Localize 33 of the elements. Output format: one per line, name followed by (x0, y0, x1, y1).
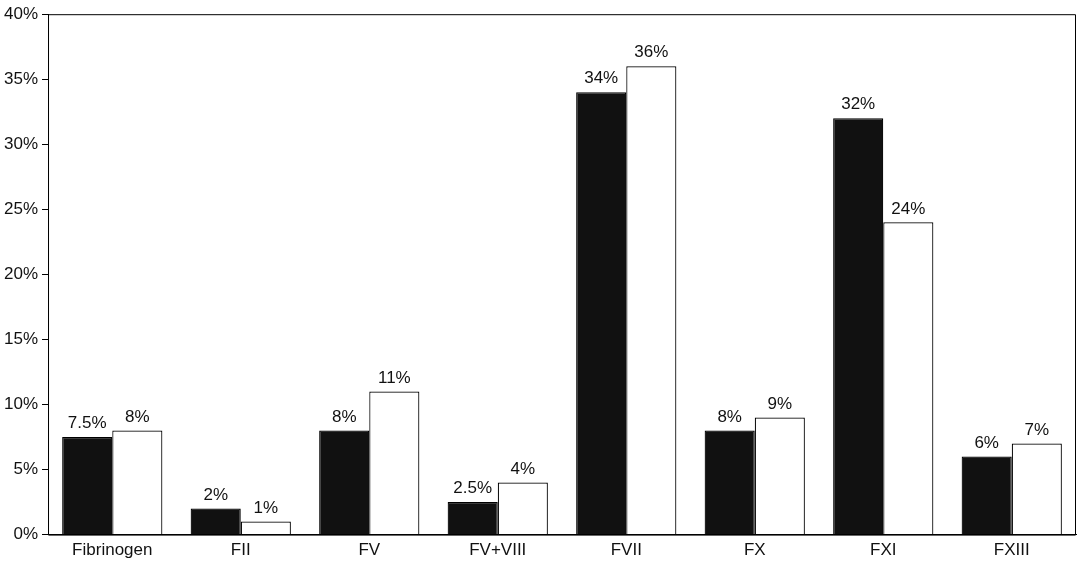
data-label: 6% (974, 432, 999, 452)
data-label: 7.5% (67, 413, 107, 433)
y-tick-label: 10% (3, 394, 39, 414)
y-tick-label: 5% (13, 459, 39, 479)
data-label: 2% (203, 484, 228, 504)
y-tick-label: 20% (3, 264, 39, 284)
data-label: 8% (125, 406, 150, 426)
data-label: 2.5% (453, 478, 493, 498)
data-label: 9% (767, 393, 793, 413)
x-tick-label: FV+VIII (469, 540, 527, 560)
x-tick-label: FII (230, 540, 251, 560)
data-label: 11% (377, 367, 411, 387)
y-tick-label: 30% (3, 133, 39, 153)
data-label: 34% (584, 68, 619, 88)
x-tick-label: FX (743, 540, 766, 560)
data-label: 24% (891, 198, 926, 218)
y-tick-label: 15% (3, 329, 39, 349)
x-tick-label: FXI (870, 540, 897, 560)
data-label: 8% (331, 406, 357, 426)
data-label: 4% (510, 458, 536, 478)
data-label: 1% (253, 497, 279, 517)
data-label: 36% (634, 42, 669, 62)
data-label: 32% (841, 94, 876, 114)
x-tick-label: Fibrinogen (72, 540, 153, 560)
data-label: 8% (717, 406, 742, 426)
data-label: 7% (1024, 419, 1050, 439)
y-tick-label: 35% (3, 68, 39, 88)
x-tick-label: FVII (610, 540, 642, 560)
x-tick-label: FXIII (993, 540, 1030, 560)
y-tick-label: 0% (13, 524, 39, 544)
x-tick-label: FV (358, 540, 381, 560)
y-tick-label: 40% (3, 3, 39, 23)
y-tick-label: 25% (3, 199, 39, 219)
